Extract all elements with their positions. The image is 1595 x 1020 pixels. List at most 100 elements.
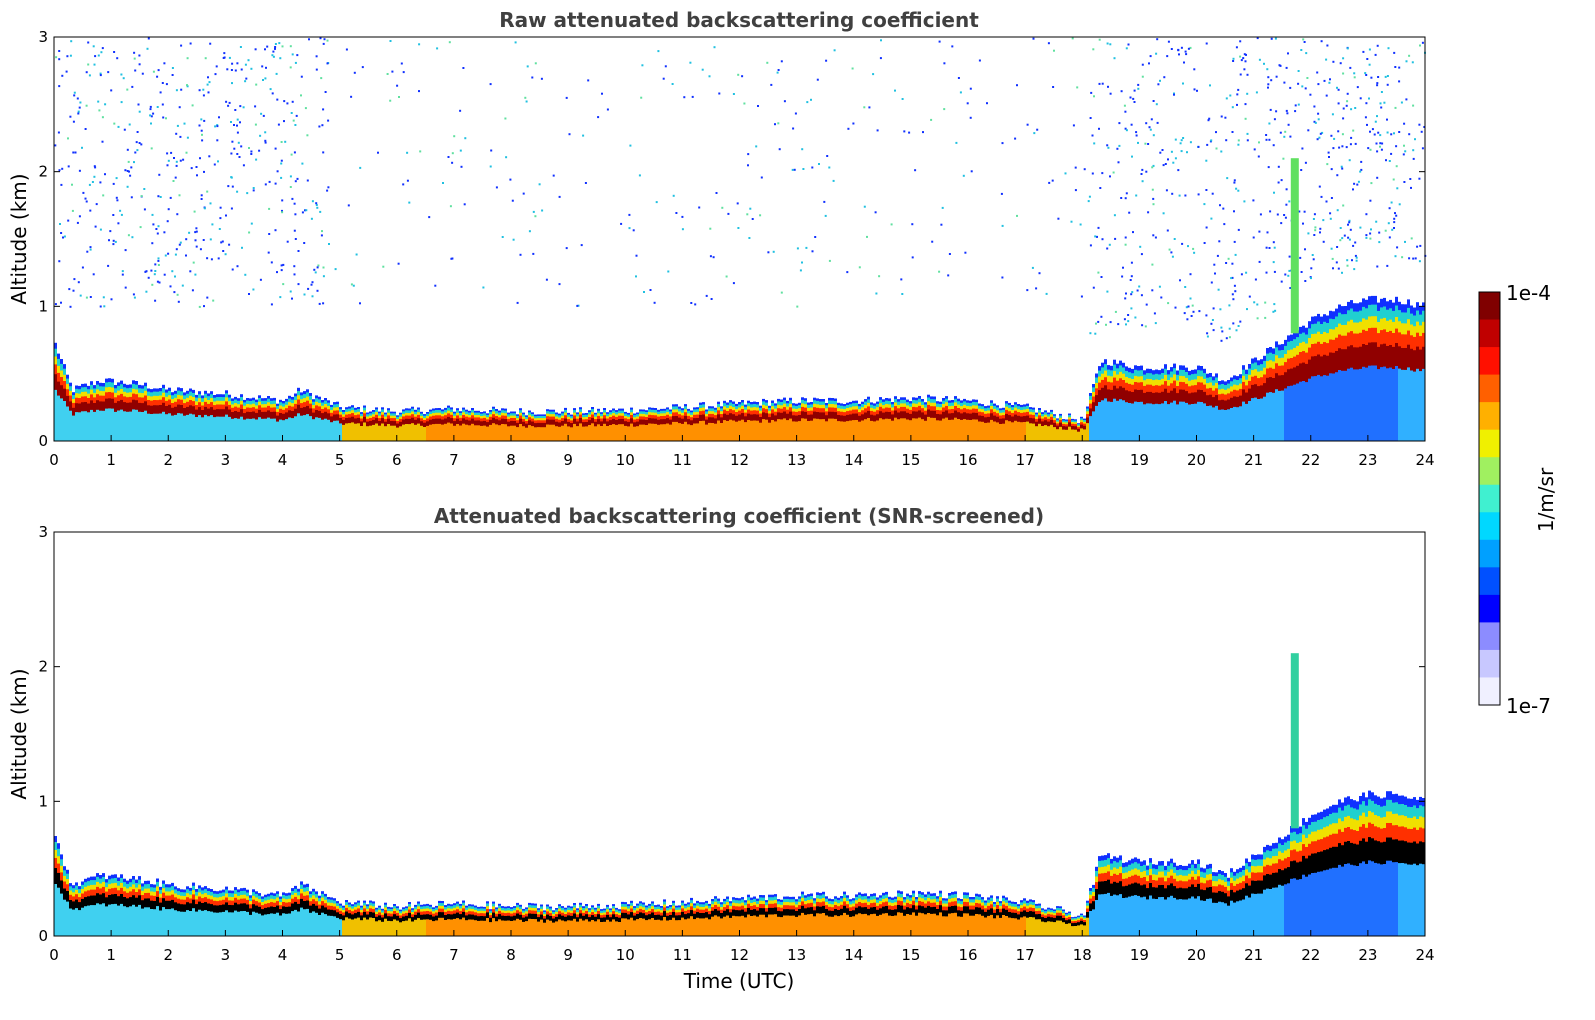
noise-point <box>293 202 296 205</box>
noise-point <box>103 305 106 308</box>
noise-point <box>489 165 492 168</box>
noise-point <box>681 228 684 231</box>
heatmap-cell <box>132 383 135 390</box>
noise-point <box>315 202 318 205</box>
noise-point <box>941 206 944 209</box>
heatmap-cell <box>957 408 960 413</box>
heatmap-cell <box>339 409 342 413</box>
noise-point <box>1151 263 1154 266</box>
heatmap-cell <box>963 404 966 409</box>
heatmap-cell <box>663 408 666 412</box>
heatmap-cell <box>183 892 186 897</box>
heatmap-cell <box>456 424 459 442</box>
heatmap-cell <box>1002 423 1005 442</box>
noise-point <box>240 145 243 148</box>
noise-point <box>233 124 235 126</box>
heatmap-cell <box>1263 367 1266 375</box>
heatmap-cell <box>426 413 429 417</box>
heatmap-cell <box>957 404 960 409</box>
heatmap-cell <box>1194 369 1197 375</box>
heatmap-cell <box>120 393 123 401</box>
heatmap-cell <box>315 912 318 937</box>
noise-point <box>216 139 219 142</box>
heatmap-cell <box>108 398 111 409</box>
noise-point <box>270 303 273 306</box>
heatmap-cell <box>441 409 444 412</box>
heatmap-cell <box>354 407 357 411</box>
heatmap-cell <box>945 405 948 411</box>
heatmap-cell <box>762 412 765 420</box>
noise-point <box>1311 254 1314 256</box>
heatmap-cell <box>138 879 141 885</box>
heatmap-cell <box>1380 298 1383 308</box>
heatmap-cell <box>486 426 489 442</box>
noise-point <box>1298 210 1301 213</box>
heatmap-cell <box>1278 358 1281 367</box>
heatmap-cell <box>543 418 546 421</box>
heatmap-cell <box>684 409 687 413</box>
heatmap-cell <box>912 397 915 401</box>
noise-point <box>777 122 780 125</box>
heatmap-cell <box>744 416 747 423</box>
heatmap-cell <box>606 412 609 415</box>
noise-point <box>632 229 635 232</box>
noise-point <box>1101 82 1104 85</box>
heatmap-cell <box>585 413 588 416</box>
noise-point <box>151 242 154 245</box>
heatmap-cell <box>1248 380 1251 390</box>
heatmap-cell <box>564 412 567 416</box>
heatmap-cell <box>207 898 210 904</box>
noise-point <box>1001 276 1004 279</box>
heatmap-cell <box>354 909 357 914</box>
heatmap-cell <box>726 402 729 406</box>
noise-point <box>1330 197 1333 199</box>
heatmap-cell <box>210 911 213 937</box>
heatmap-cell <box>1257 371 1260 379</box>
heatmap-cell <box>630 423 633 442</box>
heatmap-cell <box>1059 415 1062 419</box>
heatmap-cell <box>1365 319 1368 332</box>
heatmap-cell <box>381 412 384 416</box>
heatmap-cell <box>768 422 771 442</box>
heatmap-cell <box>909 406 912 411</box>
heatmap-cell <box>258 409 261 418</box>
heatmap-cell <box>84 387 87 393</box>
noise-point <box>1187 47 1190 50</box>
heatmap-cell <box>327 899 330 903</box>
heatmap-cell <box>60 363 63 371</box>
heatmap-cell <box>180 405 183 414</box>
heatmap-cell <box>201 410 204 418</box>
heatmap-cell <box>393 919 396 937</box>
heatmap-cell <box>738 410 741 415</box>
noise-point <box>757 105 759 107</box>
noise-point <box>1388 207 1391 210</box>
heatmap-cell <box>273 895 276 900</box>
heatmap-cell <box>561 415 564 419</box>
noise-point <box>1125 323 1127 326</box>
heatmap-cell <box>153 413 156 442</box>
noise-point <box>183 122 186 125</box>
noise-point <box>1045 292 1048 295</box>
noise-point <box>361 66 364 69</box>
heatmap-cell <box>897 401 900 406</box>
heatmap-cell <box>354 904 357 908</box>
heatmap-cell <box>1410 305 1413 315</box>
noise-point <box>1038 272 1041 275</box>
noise-point <box>198 89 201 92</box>
noise-point <box>943 108 946 111</box>
noise-point <box>126 185 129 188</box>
heatmap-cell <box>741 409 744 414</box>
heatmap-cell <box>240 898 243 904</box>
heatmap-cell <box>1245 379 1248 386</box>
heatmap-cell <box>363 407 366 411</box>
noise-point <box>1114 310 1117 313</box>
heatmap-cell <box>333 410 336 415</box>
heatmap-cell <box>567 426 570 442</box>
noise-point <box>293 265 296 268</box>
heatmap-cell <box>1203 403 1206 442</box>
noise-point <box>1275 75 1278 78</box>
heatmap-cell <box>1167 392 1170 405</box>
heatmap-cell <box>300 399 303 404</box>
heatmap-cell <box>165 389 168 394</box>
noise-point <box>233 147 236 150</box>
